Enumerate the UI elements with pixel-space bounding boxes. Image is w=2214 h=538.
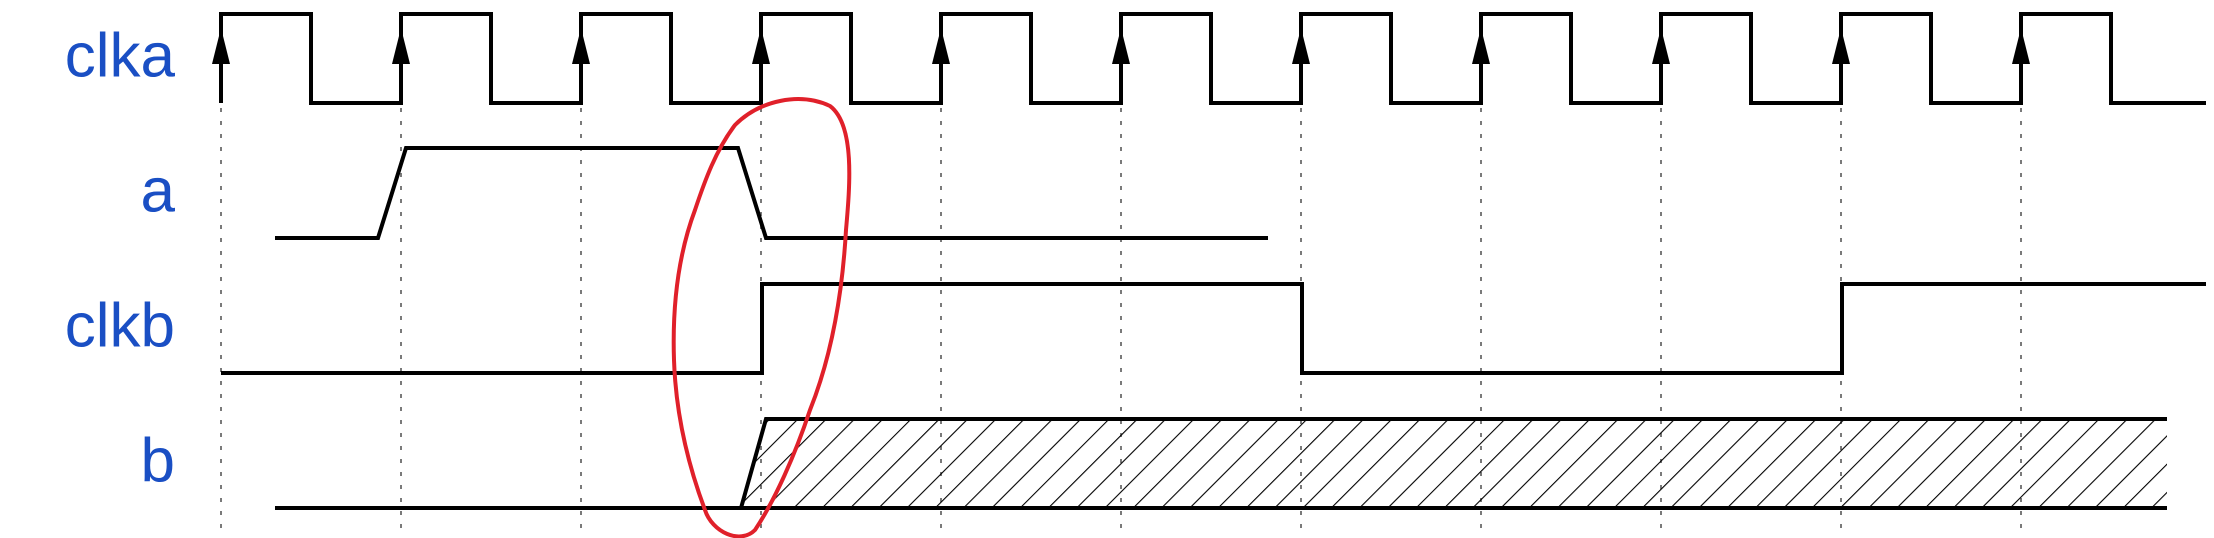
signal-label-b: b <box>141 426 175 495</box>
rising-edge-arrow-icon <box>572 28 590 64</box>
rising-edge-arrow-icon <box>752 28 770 64</box>
annotation-ellipse <box>671 97 852 538</box>
signal-label-a: a <box>141 156 176 225</box>
waveform-a <box>275 146 1268 240</box>
rising-edge-arrow-icon <box>932 28 950 64</box>
rising-edge-arrow-icon <box>1292 28 1310 64</box>
clka-rising-edge-arrows <box>212 28 2030 64</box>
rising-edge-arrow-icon <box>2012 28 2030 64</box>
rising-edge-arrow-icon <box>1112 28 1130 64</box>
waveform-clka <box>219 12 2206 105</box>
rising-edge-arrow-icon <box>1832 28 1850 64</box>
rising-edge-arrow-icon <box>1652 28 1670 64</box>
waveform-b <box>275 417 2167 510</box>
waveform-b-unknown-region <box>741 419 2167 508</box>
rising-edge-arrow-icon <box>1472 28 1490 64</box>
rising-edge-arrow-icon <box>212 28 230 64</box>
rising-edge-arrow-icon <box>392 28 410 64</box>
waveform-clkb <box>221 282 2206 375</box>
signal-label-clka: clka <box>65 21 176 90</box>
signal-label-clkb: clkb <box>65 291 175 360</box>
